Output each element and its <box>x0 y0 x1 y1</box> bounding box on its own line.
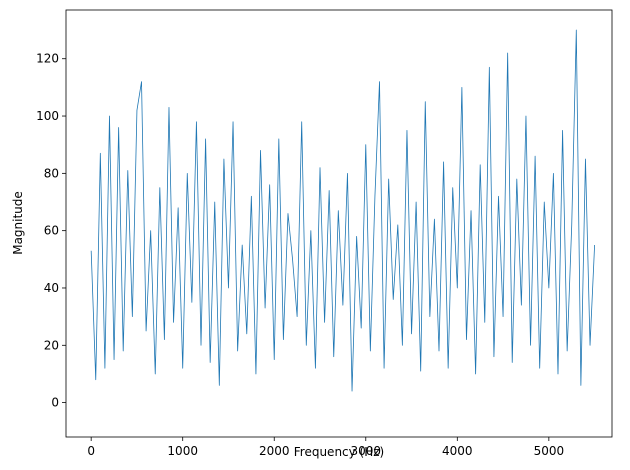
data-line <box>90 29 596 392</box>
y-tick-label: 120 <box>36 52 59 66</box>
x-tick-label: 3000 <box>351 444 382 458</box>
x-tick-label: 5000 <box>534 444 565 458</box>
y-tick-label: 80 <box>44 166 59 180</box>
plot-frame <box>65 9 613 438</box>
y-tick-label: 0 <box>51 396 59 410</box>
y-tick-label: 100 <box>36 109 59 123</box>
y-axis-label: Magnitude <box>11 191 25 255</box>
x-tick-label: 1000 <box>167 444 198 458</box>
y-tick-label: 40 <box>44 281 59 295</box>
x-axis-label: Frequency (Hz) <box>294 445 385 459</box>
y-tick-label: 20 <box>44 338 59 352</box>
x-tick-label: 4000 <box>442 444 473 458</box>
x-tick-label: 0 <box>87 444 95 458</box>
y-tick-label: 60 <box>44 224 59 238</box>
x-tick-label: 2000 <box>259 444 290 458</box>
